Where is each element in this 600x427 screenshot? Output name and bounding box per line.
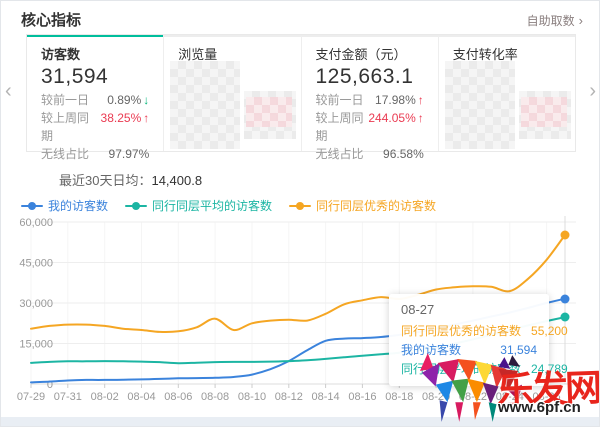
metric-card-2[interactable]: 支付金额（元） 125,663.1 较前一日 17.98% ↑ 较上周同期 244.05% ↑… bbox=[300, 35, 438, 161]
svg-text:08-24: 08-24 bbox=[496, 391, 524, 403]
svg-text:60,000: 60,000 bbox=[19, 217, 53, 229]
metric-card-row: 较上周同期 244.05% ↑ bbox=[316, 109, 424, 145]
metric-card-title: 访客数 bbox=[41, 47, 81, 62]
metric-card-row: 无线占比 96.58% bbox=[316, 145, 424, 163]
arrow-down-icon: ↓ bbox=[143, 93, 150, 107]
tooltip-series-value: 31,594 bbox=[500, 343, 537, 357]
cards-next-button[interactable]: › bbox=[589, 80, 596, 102]
chart-legend: 我的访客数 同行同层平均的访客数 同行同层优秀的访客数 bbox=[21, 197, 436, 214]
svg-text:08-16: 08-16 bbox=[348, 391, 376, 403]
tooltip-series-label: 同行同层优秀的访客数 bbox=[401, 324, 522, 338]
metric-row-value: 97.97% bbox=[108, 147, 150, 161]
blurred-value-mosaic bbox=[520, 97, 567, 127]
tooltip-series-label: 我的访客数 bbox=[401, 343, 462, 357]
self-service-data-link[interactable]: 自助取数 › bbox=[527, 12, 583, 29]
chart-tooltip: 08-27 同行同层优秀的访客数 55,200 我的访客数 31,594 同行同层平均的… bbox=[389, 294, 568, 386]
metric-row-label: 较上周同期 bbox=[41, 111, 90, 143]
page-title: 核心指标 bbox=[21, 12, 82, 29]
thirty-day-average: 最近30天日均：14,400.8 bbox=[59, 170, 202, 189]
legend-item-1[interactable]: 同行同层平均的访客数 bbox=[125, 197, 272, 214]
arrow-up-icon: ↑ bbox=[417, 93, 424, 107]
metric-card-value: 125,663.1 bbox=[315, 65, 414, 88]
svg-text:0: 0 bbox=[47, 379, 53, 391]
legend-label: 同行同层优秀的访客数 bbox=[316, 199, 437, 213]
metric-card-row: 较前一日 17.98% ↑ bbox=[316, 91, 424, 109]
arrow-up-icon: ↑ bbox=[143, 111, 150, 125]
series-endpoint-dot bbox=[560, 230, 570, 240]
tooltip-row: 同行同层平均的访客数 24,789 bbox=[401, 360, 568, 379]
svg-text:07-29: 07-29 bbox=[17, 391, 45, 403]
metric-row-label: 较前一日 bbox=[315, 93, 364, 107]
bottom-strip bbox=[1, 417, 599, 426]
svg-text:08-04: 08-04 bbox=[127, 391, 155, 403]
svg-text:08-14: 08-14 bbox=[312, 391, 340, 403]
metric-card-0[interactable]: 访客数 31,594 较前一日 0.89% ↓ 较上周同期 38.25% ↑ 无线占比 97.97… bbox=[27, 35, 164, 161]
metric-row-value: 244.05% ↑ bbox=[368, 111, 424, 125]
metric-row-value: 96.58% bbox=[383, 147, 424, 161]
cards-prev-button[interactable]: ‹ bbox=[5, 80, 12, 102]
tooltip-series-label: 同行同层平均的访客数 bbox=[401, 362, 522, 376]
average-label: 最近30天日均： bbox=[59, 173, 152, 188]
metric-card-title: 支付转化率 bbox=[452, 47, 518, 62]
metric-row-value: 38.25% ↑ bbox=[100, 111, 150, 125]
metric-card-3[interactable]: 支付转化率 bbox=[437, 35, 575, 151]
metric-card-value: 31,594 bbox=[41, 65, 109, 88]
arrow-up-icon: ↑ bbox=[417, 111, 424, 125]
svg-text:08-08: 08-08 bbox=[201, 391, 229, 403]
legend-label: 同行同层平均的访客数 bbox=[152, 199, 273, 213]
tooltip-series-value: 24,789 bbox=[531, 362, 568, 376]
tooltip-row: 我的访客数 31,594 bbox=[401, 341, 537, 360]
svg-text:08-20: 08-20 bbox=[422, 391, 450, 403]
self-service-data-label: 自助取数 bbox=[526, 14, 575, 28]
svg-text:08-02: 08-02 bbox=[91, 391, 119, 403]
tooltip-date: 08-27 bbox=[401, 302, 435, 317]
metric-row-label: 较上周同期 bbox=[315, 111, 364, 143]
svg-text:08-18: 08-18 bbox=[385, 391, 413, 403]
legend-line-dot-icon bbox=[21, 201, 43, 210]
metric-card-row: 较前一日 0.89% ↓ bbox=[41, 91, 149, 109]
svg-text:08-26: 08-26 bbox=[533, 391, 561, 403]
metric-card-title: 支付金额（元） bbox=[315, 47, 407, 62]
svg-text:08-06: 08-06 bbox=[164, 391, 192, 403]
legend-item-0[interactable]: 我的访客数 bbox=[21, 197, 108, 214]
legend-label: 我的访客数 bbox=[48, 199, 109, 213]
metric-row-value: 17.98% ↑ bbox=[375, 93, 424, 107]
legend-line-dot-icon bbox=[289, 201, 312, 210]
blurred-value-mosaic bbox=[246, 97, 293, 127]
series-endpoint-dot bbox=[560, 294, 570, 304]
metric-card-row: 较上周同期 38.25% ↑ bbox=[41, 109, 149, 145]
metric-card-1[interactable]: 浏览量 bbox=[163, 35, 301, 151]
series-endpoint-dot bbox=[560, 312, 570, 322]
metric-card-row: 无线占比 97.97% bbox=[41, 145, 149, 163]
metric-cards: 访客数 31,594 较前一日 0.89% ↓ 较上周同期 38.25% ↑ 无线占比 97.97… bbox=[26, 34, 576, 161]
svg-text:08-12: 08-12 bbox=[275, 391, 303, 403]
svg-text:08-10: 08-10 bbox=[238, 391, 266, 403]
tooltip-series-value: 55,200 bbox=[531, 324, 568, 338]
tooltip-rows: 同行同层优秀的访客数 55,200 我的访客数 31,594 同行同层平均的访客数 24,… bbox=[401, 322, 568, 379]
blurred-value-mosaic bbox=[170, 61, 241, 149]
svg-text:45,000: 45,000 bbox=[19, 258, 53, 270]
blurred-value-mosaic bbox=[444, 61, 515, 149]
metric-row-value: 0.89% ↓ bbox=[107, 93, 150, 107]
legend-item-2[interactable]: 同行同层优秀的访客数 bbox=[289, 197, 436, 214]
legend-line-dot-icon bbox=[125, 201, 148, 210]
tooltip-row: 同行同层优秀的访客数 55,200 bbox=[401, 322, 568, 341]
metric-row-label: 无线占比 bbox=[41, 147, 90, 161]
metric-row-label: 无线占比 bbox=[315, 147, 364, 161]
average-value: 14,400.8 bbox=[151, 173, 203, 188]
svg-text:08-22: 08-22 bbox=[459, 391, 487, 403]
svg-text:30,000: 30,000 bbox=[19, 298, 53, 310]
svg-text:15,000: 15,000 bbox=[19, 339, 53, 351]
chevron-right-icon: › bbox=[578, 13, 583, 28]
svg-text:07-31: 07-31 bbox=[54, 391, 82, 403]
metric-card-title: 浏览量 bbox=[178, 47, 218, 62]
metric-row-label: 较前一日 bbox=[41, 93, 90, 107]
